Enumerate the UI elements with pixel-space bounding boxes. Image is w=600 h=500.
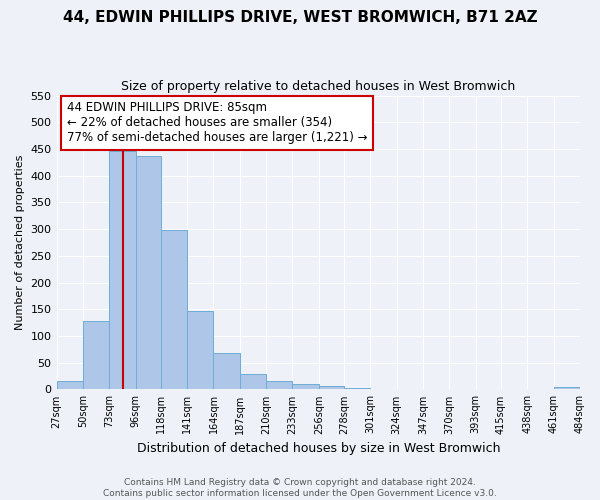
- X-axis label: Distribution of detached houses by size in West Bromwich: Distribution of detached houses by size …: [137, 442, 500, 455]
- Text: 44, EDWIN PHILLIPS DRIVE, WEST BROMWICH, B71 2AZ: 44, EDWIN PHILLIPS DRIVE, WEST BROMWICH,…: [62, 10, 538, 25]
- Bar: [187, 312, 214, 390]
- Bar: [214, 353, 240, 390]
- Bar: [370, 389, 397, 390]
- Bar: [319, 386, 344, 390]
- Bar: [136, 156, 161, 390]
- Bar: [554, 387, 580, 390]
- Text: Contains HM Land Registry data © Crown copyright and database right 2024.
Contai: Contains HM Land Registry data © Crown c…: [103, 478, 497, 498]
- Bar: [344, 388, 370, 390]
- Bar: [83, 321, 109, 390]
- Text: 44 EDWIN PHILLIPS DRIVE: 85sqm
← 22% of detached houses are smaller (354)
77% of: 44 EDWIN PHILLIPS DRIVE: 85sqm ← 22% of …: [67, 102, 368, 144]
- Bar: [266, 381, 292, 390]
- Bar: [292, 384, 319, 390]
- Bar: [56, 382, 83, 390]
- Y-axis label: Number of detached properties: Number of detached properties: [15, 155, 25, 330]
- Title: Size of property relative to detached houses in West Bromwich: Size of property relative to detached ho…: [121, 80, 515, 93]
- Bar: [240, 374, 266, 390]
- Bar: [161, 230, 187, 390]
- Bar: [109, 150, 136, 390]
